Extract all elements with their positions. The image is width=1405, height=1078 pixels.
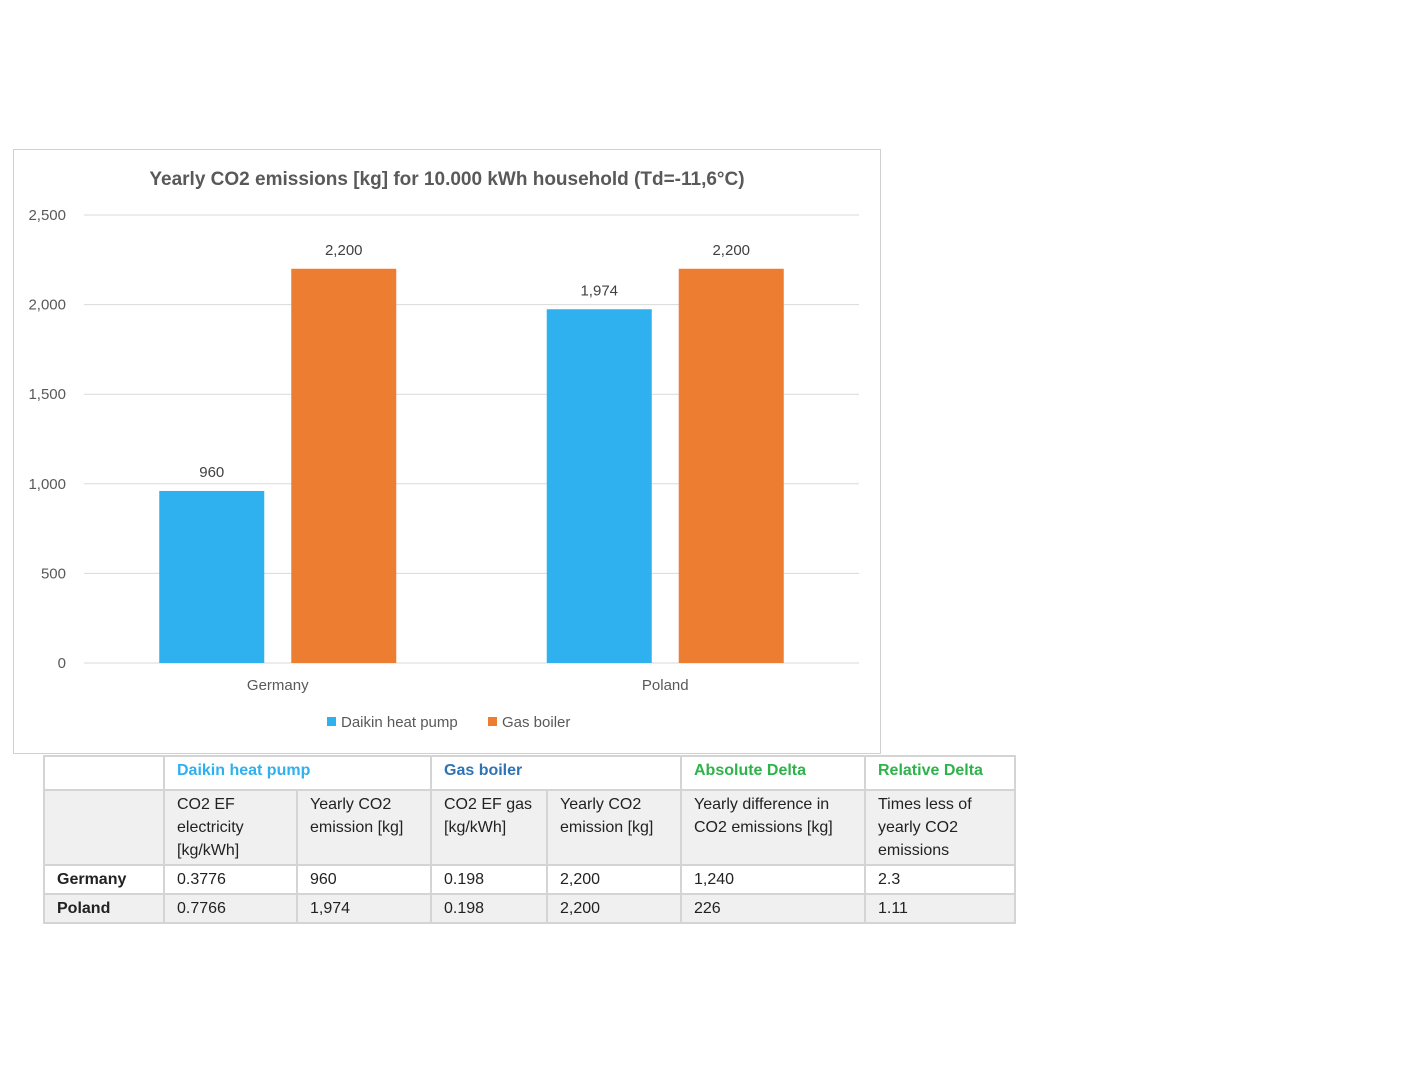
legend-swatch [327,717,336,726]
data-label: 2,200 [712,242,750,259]
data-label: 960 [199,464,224,481]
table-cell: 0.7766 [163,893,298,924]
bar-gas-boiler [678,268,784,663]
data-label: 2,200 [325,242,363,259]
table-cell: 0.198 [430,893,548,924]
row-label: Poland [43,893,165,924]
table-cell: 960 [296,864,432,895]
table-cell: 2.3 [864,864,1016,895]
bar-gas-boiler [291,268,397,663]
table-cell: 226 [680,893,866,924]
table-row: Poland 0.7766 1,974 0.198 2,200 226 1.11 [43,893,1016,924]
table-header-row: Daikin heat pump Gas boiler Absolute Del… [43,755,1016,791]
table-cell: 1,240 [680,864,866,895]
table-cell: 1.11 [864,893,1016,924]
y-tick-label: 1,500 [28,386,66,403]
y-tick-label: 2,000 [28,297,66,314]
header-daikin: Daikin heat pump [163,755,432,791]
y-tick-label: 2,500 [28,207,66,224]
x-tick-label: Germany [247,677,309,694]
header-relative-delta: Relative Delta [864,755,1016,791]
table-cell: 0.198 [430,864,548,895]
data-table: Daikin heat pump Gas boiler Absolute Del… [43,755,1016,924]
legend-label: Gas boiler [502,714,570,731]
data-label: 1,974 [580,282,618,299]
table-cell: 2,200 [546,864,682,895]
header-absolute-delta: Absolute Delta [680,755,866,791]
table-subheader-row: CO2 EF electricity [kg/kWh] Yearly CO2 e… [43,789,1016,866]
subheader-cell: CO2 EF gas [kg/kWh] [430,789,548,866]
y-tick-label: 0 [58,655,66,672]
y-tick-label: 1,000 [28,476,66,493]
legend-label: Daikin heat pump [341,714,458,731]
table-cell: 2,200 [546,893,682,924]
table-cell: 0.3776 [163,864,298,895]
bar-daikin-heat-pump [546,309,652,663]
chart-title: Yearly CO2 emissions [kg] for 10.000 kWh… [149,169,744,190]
bar-daikin-heat-pump [159,490,265,663]
legend-swatch [488,717,497,726]
table-row: Germany 0.3776 960 0.198 2,200 1,240 2.3 [43,864,1016,895]
x-tick-label: Poland [642,677,689,694]
subheader-cell: Yearly difference in CO2 emissions [kg] [680,789,866,866]
subheader-cell: Yearly CO2 emission [kg] [546,789,682,866]
subheader-cell: Yearly CO2 emission [kg] [296,789,432,866]
chart-svg: Yearly CO2 emissions [kg] for 10.000 kWh… [28,169,859,731]
subheader-empty [43,789,165,866]
row-label: Germany [43,864,165,895]
y-tick-label: 500 [41,565,66,582]
table-cell: 1,974 [296,893,432,924]
chart: Yearly CO2 emissions [kg] for 10.000 kWh… [13,149,881,754]
subheader-cell: CO2 EF electricity [kg/kWh] [163,789,298,866]
header-empty [43,755,165,791]
subheader-cell: Times less of yearly CO2 emissions [864,789,1016,866]
header-gas-boiler: Gas boiler [430,755,682,791]
